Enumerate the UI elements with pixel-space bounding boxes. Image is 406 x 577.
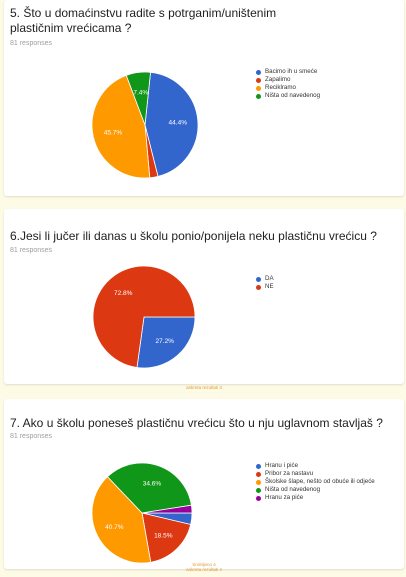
legend-label: Zapalimo — [265, 76, 291, 83]
slice-label: 45.7% — [104, 129, 123, 136]
pie-slice[interactable] — [91, 476, 152, 564]
response-count: 81 responses — [10, 40, 53, 47]
question-title: 6.Jesi li jučer ili danas u školu ponio/… — [10, 229, 377, 243]
legend-label: DA — [265, 275, 274, 282]
legend-swatch — [256, 495, 261, 501]
pie-slice[interactable] — [106, 462, 192, 514]
slice-label: 44.4% — [169, 120, 188, 127]
response-count: 81 responses — [10, 247, 53, 254]
pie-slice[interactable] — [91, 74, 151, 179]
slice-label: 40.7% — [105, 524, 124, 531]
legend-item[interactable]: Reciklramo — [256, 84, 396, 92]
pie-slice[interactable] — [92, 265, 196, 368]
legend-swatch — [256, 487, 261, 493]
legend-item[interactable]: Školske šlape, nešto od obuće ili odjeće — [256, 478, 404, 486]
chart-legend: Hranu i piće Pribor za nastavu Školske šla… — [256, 462, 404, 502]
pie-slice[interactable] — [141, 504, 193, 514]
legend-label: Reciklramo — [265, 84, 296, 91]
legend-swatch — [256, 284, 261, 290]
legend-swatch — [256, 93, 261, 99]
slice-label: 27.2% — [156, 338, 175, 345]
question-title: 5. Što u domaćinstvu radite s potrganim/… — [10, 6, 277, 35]
pie-chart-q7: 18.5% 40.7% 34.6% — [91, 462, 193, 564]
legend-swatch — [256, 77, 261, 83]
legend-label: Pribor za nastavu — [265, 470, 314, 477]
legend-item[interactable]: NE — [256, 283, 396, 291]
legend-label: Hranu za piće — [265, 494, 304, 501]
pie-slice[interactable] — [141, 512, 192, 563]
legend-item[interactable]: Bacimo ih u smeće — [256, 68, 396, 76]
page-footer: ankreta rezultati 3 — [186, 385, 222, 390]
slice-label: 34.6% — [143, 481, 162, 488]
response-count: 81 responses — [10, 433, 53, 440]
legend-label: Školske šlape, nešto od obuće ili odjeće — [265, 478, 375, 485]
question-card-7: 7. Ako u školu poneseš plastičnu vrećicu… — [4, 399, 404, 572]
legend-label: Bacimo ih u smeće — [265, 68, 318, 75]
page-footer: Snimljeno 4 ankreta rezultati 4 — [186, 562, 222, 572]
legend-swatch — [256, 471, 261, 477]
chart-legend: DA NE — [256, 275, 396, 291]
legend-item[interactable]: Pribor za nastavu — [256, 470, 404, 478]
slice-label: 7.4% — [133, 89, 148, 96]
legend-item[interactable]: Ništa od navedenog — [256, 92, 396, 100]
pie-slice[interactable] — [136, 316, 196, 369]
pie-slice[interactable] — [144, 71, 199, 177]
legend-item[interactable]: Hranu i piće — [256, 462, 404, 470]
legend-swatch — [256, 463, 261, 469]
question-card-5: 5. Što u domaćinstvu radite s potrganim/… — [4, 0, 404, 196]
pie-slice[interactable] — [125, 71, 151, 126]
pie-chart-q5: 44.4% 45.7% 7.4% — [91, 71, 199, 179]
legend-item[interactable]: Ništa od navedenog — [256, 486, 404, 494]
legend-swatch — [256, 276, 261, 282]
legend-item[interactable]: DA — [256, 275, 396, 283]
legend-label: NE — [265, 283, 274, 290]
legend-item[interactable]: Hranu za piće — [256, 494, 404, 502]
legend-label: Ništa od navedenog — [265, 486, 321, 493]
legend-swatch — [256, 69, 261, 75]
legend-swatch — [256, 479, 261, 485]
question-card-6: 6.Jesi li jučer ili danas u školu ponio/… — [4, 209, 404, 390]
legend-label: Ništa od navedenog — [265, 92, 321, 99]
chart-legend: Bacimo ih u smeće Zapalimo Reciklramo Ništa… — [256, 68, 396, 100]
legend-swatch — [256, 85, 261, 91]
slice-label: 18.5% — [154, 533, 173, 540]
pie-chart-q6: 27.2% 72.8% — [92, 265, 196, 369]
question-title: 7. Ako u školu poneseš plastičnu vrećicu… — [10, 416, 383, 430]
slice-label: 72.8% — [114, 290, 133, 297]
legend-item[interactable]: Zapalimo — [256, 76, 396, 84]
legend-label: Hranu i piće — [265, 462, 299, 469]
